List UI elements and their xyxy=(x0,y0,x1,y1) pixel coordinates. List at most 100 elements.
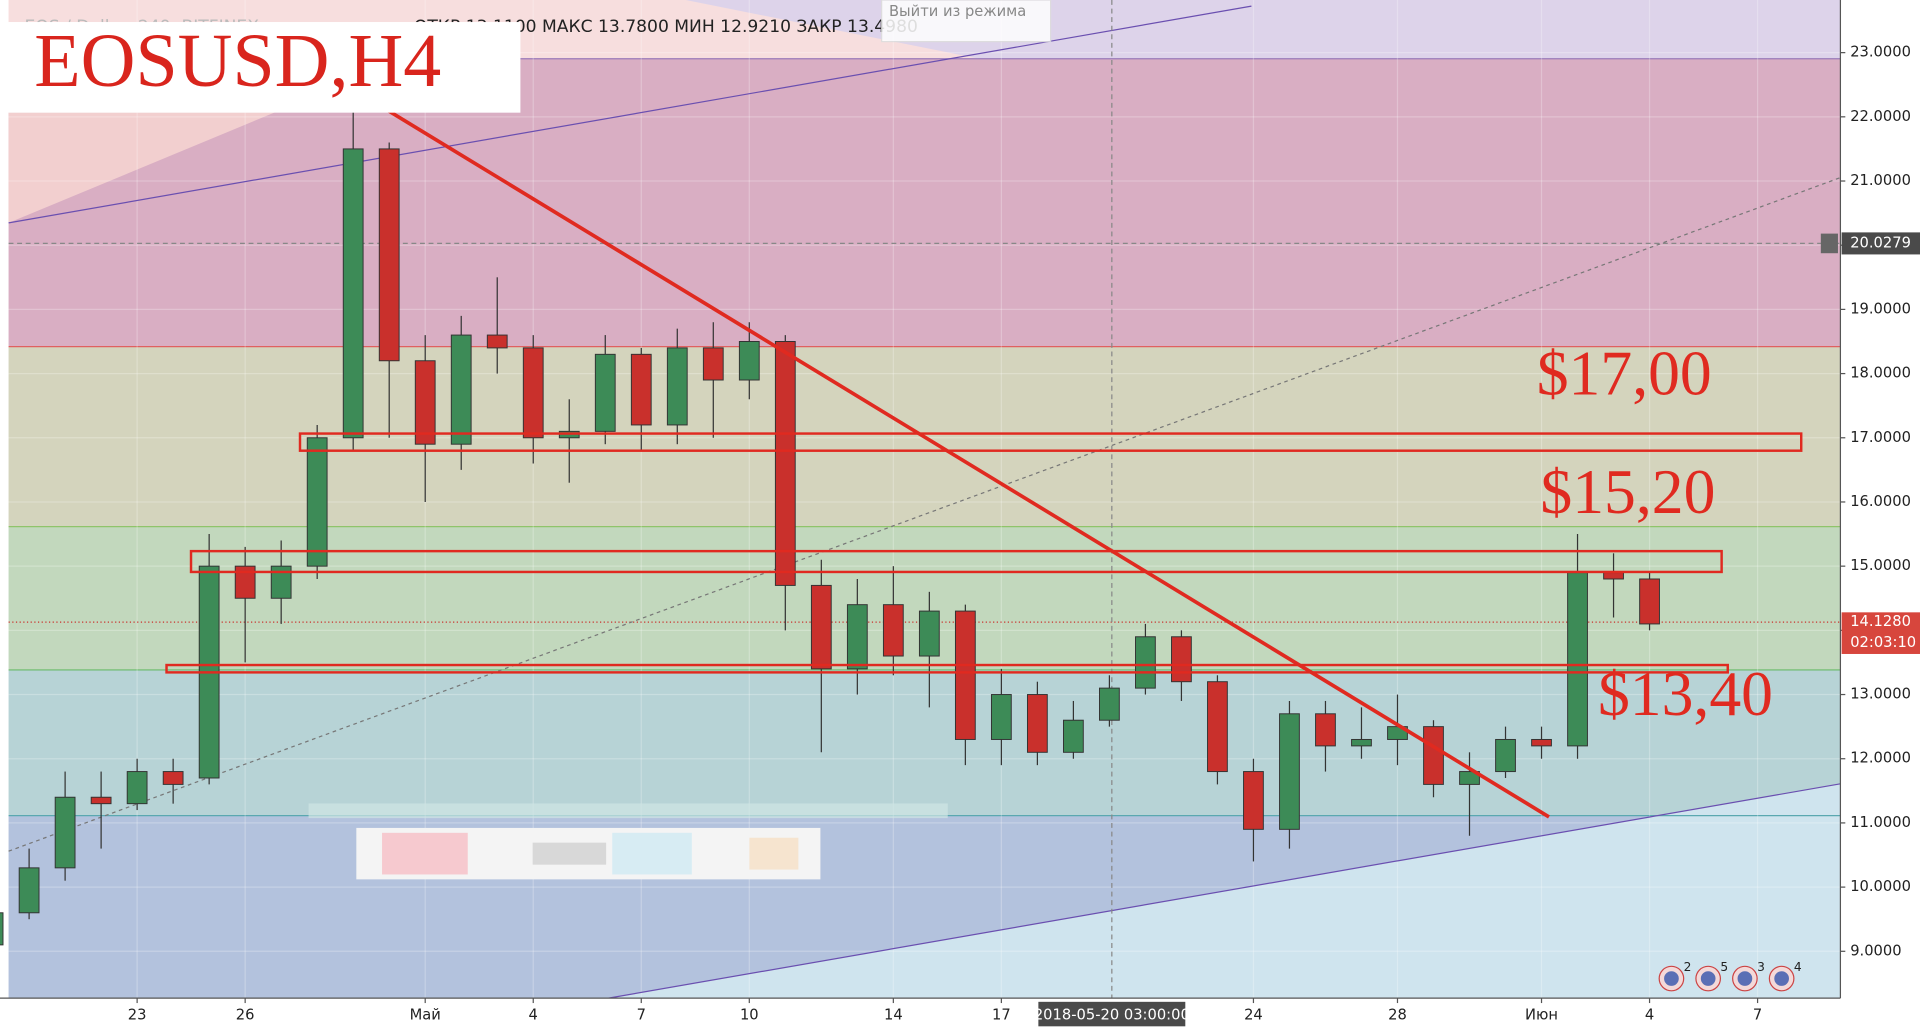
candle-body xyxy=(1135,636,1156,689)
y-tick-label: 19.0000 xyxy=(1850,300,1911,317)
candle-body xyxy=(810,584,832,670)
event-flag xyxy=(1774,971,1789,986)
y-axis-panel xyxy=(1840,0,1920,1030)
last-price-box xyxy=(1841,612,1920,654)
level-box xyxy=(165,663,1729,674)
candle-body xyxy=(666,347,688,426)
candle-body xyxy=(378,148,400,362)
event-flag xyxy=(1737,971,1753,986)
candle-body xyxy=(882,604,904,657)
candle-body xyxy=(846,604,868,670)
y-tick-label: 17.0000 xyxy=(1850,429,1911,446)
y-tick-label: 21.0000 xyxy=(1850,172,1911,189)
x-tick-label: Июн xyxy=(1525,1006,1558,1023)
candle-body xyxy=(1567,572,1588,747)
blur xyxy=(749,837,799,870)
x-tick-label: 7 xyxy=(637,1006,646,1023)
candle-body xyxy=(1026,694,1048,753)
candle-body xyxy=(1207,681,1228,773)
candle-body xyxy=(774,341,796,586)
y-tick-label: 9.0000 xyxy=(1850,942,1901,959)
event-flag xyxy=(1664,971,1679,986)
x-tick-label: 4 xyxy=(529,1006,538,1023)
trendline xyxy=(366,96,1550,819)
candle-body xyxy=(954,610,976,740)
x-tick-label: 17 xyxy=(992,1006,1011,1023)
crosshair-date: 2018-05-20 03:00:00 xyxy=(1034,1006,1190,1023)
x-tick-label: 28 xyxy=(1388,1006,1407,1023)
axes: 9.000010.000011.000012.000013.000014.000… xyxy=(128,44,1920,1023)
y-tick-label: 23.0000 xyxy=(1850,44,1911,61)
channel-mid xyxy=(8,177,1841,852)
candle-body xyxy=(522,347,544,439)
last-price: 14.1280 xyxy=(1850,613,1911,630)
y-tick-label: 18.0000 xyxy=(1850,365,1911,382)
annotation: $13,40 xyxy=(1598,658,1773,729)
x-tick-label: 4 xyxy=(1645,1006,1654,1023)
candle-body xyxy=(738,341,760,381)
x-tick-label: 7 xyxy=(1753,1006,1762,1023)
candle-body xyxy=(306,437,328,567)
candle-body xyxy=(1099,687,1120,721)
candle-body xyxy=(486,334,508,349)
crosshair-price: 20.0279 xyxy=(1850,234,1911,251)
crosshair-plus xyxy=(1820,233,1838,254)
y-tick-label: 11.0000 xyxy=(1850,814,1911,831)
candle-body xyxy=(414,360,436,445)
candle-body xyxy=(594,353,616,432)
chart-title: EOSUSD,H4 xyxy=(34,19,441,103)
drawings: $17,00 $15,20 $13,40 xyxy=(165,96,1803,880)
crosshair-price-box xyxy=(1841,232,1920,255)
annotation: $17,00 xyxy=(1537,337,1712,408)
ohlc-text: ОТКР 13.1100 МАКС 13.7800 МИН 12.9210 ЗА… xyxy=(414,17,918,37)
event-count: 5 xyxy=(1720,960,1728,974)
candle-body xyxy=(990,694,1012,740)
candle-body xyxy=(918,610,940,657)
blur xyxy=(382,832,468,875)
countdown: 02:03:10 xyxy=(1850,634,1916,651)
candle-body xyxy=(1315,713,1336,747)
candle-body xyxy=(270,565,292,599)
candle-body xyxy=(630,353,652,426)
y-tick-label: 12.0000 xyxy=(1850,750,1911,767)
annotation: $15,20 xyxy=(1540,456,1715,527)
blur xyxy=(308,803,948,819)
candle-body xyxy=(342,148,364,439)
tooltip xyxy=(881,0,1052,43)
candle-body xyxy=(234,565,256,599)
candle-body xyxy=(1279,713,1300,830)
candle-body xyxy=(162,771,184,785)
candle-body xyxy=(1531,738,1552,747)
channel xyxy=(8,0,1841,999)
channel-line xyxy=(608,783,1841,999)
y-tick-label: 15.0000 xyxy=(1850,557,1911,574)
y-tick-label: 13.0000 xyxy=(1850,686,1911,703)
band xyxy=(8,669,1841,816)
y-tick-label: 10.0000 xyxy=(1850,878,1911,895)
candle-body xyxy=(0,912,4,946)
candles xyxy=(0,78,1660,946)
x-axis-panel xyxy=(0,998,1920,1030)
x-tick-label: 26 xyxy=(236,1006,255,1023)
event-count: 2 xyxy=(1684,960,1692,974)
x-tick-label: 14 xyxy=(884,1006,903,1023)
candle-body xyxy=(126,771,148,805)
candle-body xyxy=(1603,572,1624,580)
y-tick-label: 16.0000 xyxy=(1850,493,1911,510)
candle-body xyxy=(18,867,40,914)
candle-body xyxy=(1639,578,1660,625)
candle-body xyxy=(450,334,472,445)
crosshair-date-box xyxy=(1038,1001,1186,1027)
candle-body xyxy=(54,796,76,869)
candle-body xyxy=(1243,771,1264,830)
y-tick-label: 22.0000 xyxy=(1850,108,1911,125)
blur xyxy=(532,842,607,865)
x-tick-label: Май xyxy=(410,1006,441,1023)
event-flag xyxy=(1700,971,1716,986)
candle-body xyxy=(1171,636,1192,683)
level-box xyxy=(298,432,1803,452)
candle-body xyxy=(1062,719,1084,753)
x-tick-label: 24 xyxy=(1244,1006,1263,1023)
